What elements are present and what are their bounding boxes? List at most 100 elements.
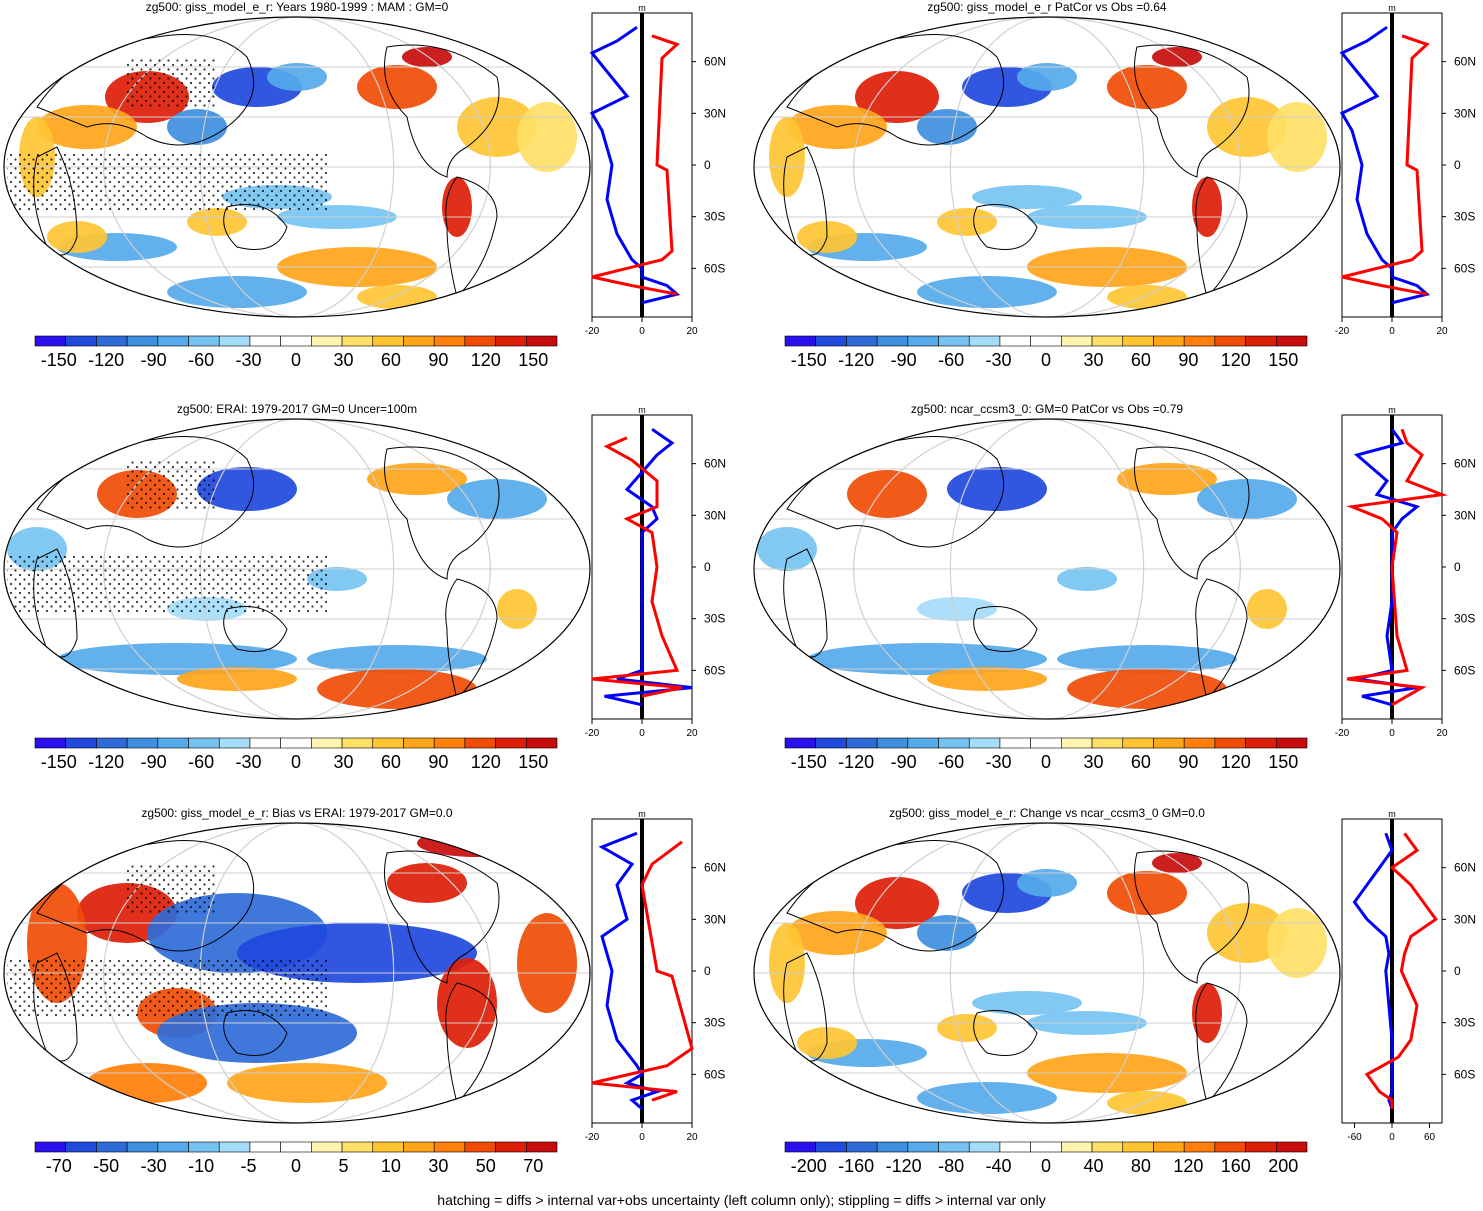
colorbar-segment (218, 335, 251, 347)
colorbar-segment (1061, 737, 1093, 749)
lat-tick-label: 30S (704, 210, 725, 224)
anomaly-region (317, 669, 477, 709)
colorbar-segment (1275, 335, 1308, 347)
colorbar-segment (96, 335, 128, 347)
x-tick-label: 60 (1424, 1132, 1436, 1143)
anomaly-region (1247, 589, 1287, 629)
colorbar-segment (1122, 737, 1154, 749)
colorbar-segment (1183, 335, 1216, 347)
x-tick-label: -20 (585, 326, 600, 337)
colorbar-segment (249, 1141, 281, 1153)
anomaly-region (757, 527, 817, 571)
anomaly-region (402, 47, 452, 67)
colorbar-tick-label: 60 (1131, 350, 1151, 370)
anomaly-region (1192, 983, 1222, 1043)
zonal-unit-label: m (1388, 809, 1396, 819)
coastline (384, 446, 500, 580)
colorbar-segment (1091, 1141, 1124, 1153)
panel-graphics: -150 -120 -90 -60 -30 0 30 60 90 120 150 m 60N 30N 0 30… (3, 3, 726, 370)
colorbar-segment (311, 1141, 343, 1153)
colorbar-segment (784, 335, 817, 347)
colorbar-segment (968, 1141, 1001, 1153)
colorbar-segment (1153, 737, 1185, 749)
map-field (754, 419, 1340, 719)
coastline (783, 952, 828, 1062)
colorbar-tick-label: 0 (1041, 350, 1051, 370)
colorbar-segment (968, 335, 1001, 347)
x-tick-label: -60 (1347, 1132, 1362, 1143)
colorbar-segment (1214, 1141, 1246, 1153)
lat-tick-label: 60S (1454, 261, 1475, 275)
colorbar-tick-label: -30 (141, 1156, 167, 1176)
colorbar-tick-label: -30 (236, 752, 262, 772)
colorbar-segment (157, 737, 189, 749)
colorbar-segment (311, 737, 343, 749)
colorbar-tick-label: -120 (88, 752, 124, 772)
colorbar-segment (495, 737, 527, 749)
colorbar-tick-label: -90 (891, 350, 917, 370)
anomaly-region (972, 991, 1082, 1015)
colorbar-segment (1275, 1141, 1308, 1153)
colorbar-tick-label: 60 (1131, 752, 1151, 772)
colorbar-segment (1030, 737, 1062, 749)
map-field (4, 17, 590, 317)
colorbar-tick-label: 200 (1268, 1156, 1298, 1176)
panel-title: zg500: ERAI: 1979-2017 GM=0 Uncer=100m (176, 402, 418, 416)
colorbar-tick-label: 10 (381, 1156, 401, 1176)
colorbar-tick-label: -50 (93, 1156, 119, 1176)
lat-tick-label: 60S (704, 663, 725, 677)
zonal-mean-plot: m 60N 30N 0 30S 60S -20 0 20 (585, 3, 726, 337)
anomaly-region (972, 185, 1082, 209)
colorbar-tick-label: -90 (141, 752, 167, 772)
colorbar-segment (999, 335, 1031, 347)
colorbar-tick-label: -120 (838, 350, 874, 370)
anomaly-region (1267, 102, 1327, 172)
zonal-diff-curve (1364, 832, 1438, 1109)
colorbar-tick-label: 120 (471, 752, 501, 772)
panel-title: zg500: ncar_ccsm3_0: GM=0 PatCor vs Obs … (910, 402, 1184, 416)
anomaly-region (357, 285, 437, 309)
lat-tick-label: 0 (704, 158, 711, 172)
lat-tick-label: 60S (704, 1067, 725, 1081)
lat-tick-label: 0 (1454, 158, 1461, 172)
zonal-unit-label: m (1388, 405, 1396, 415)
graticule-meridian (949, 823, 1145, 1123)
colorbar-tick-label: -40 (986, 1156, 1012, 1176)
colorbar-segment (1245, 1141, 1277, 1153)
lat-tick-label: 30N (704, 106, 726, 120)
anomaly-region (387, 863, 467, 903)
panel-graphics: -150 -120 -90 -60 -30 0 30 60 90 120 150 m 60N 30N 0 30… (3, 405, 726, 772)
colorbar-segment (495, 1141, 527, 1153)
colorbar-tick-label: -120 (886, 1156, 922, 1176)
colorbar-tick-label: 90 (1178, 752, 1198, 772)
colorbar-tick-label: 60 (381, 752, 401, 772)
anomaly-region (847, 470, 927, 518)
zonal-diff-curve (591, 436, 683, 698)
graticule-meridian (949, 17, 1145, 317)
anomaly-region (1267, 908, 1327, 978)
anomaly-region (367, 463, 467, 495)
x-tick-label: -20 (585, 1132, 600, 1143)
lat-tick-label: 60N (704, 861, 726, 875)
x-tick-label: 0 (1389, 326, 1395, 337)
colorbar-tick-label: -60 (188, 350, 214, 370)
colorbar-tick-label: -150 (41, 350, 77, 370)
anomaly-region (937, 208, 997, 236)
anomaly-region (1152, 47, 1202, 67)
colorbar-segment (372, 335, 404, 347)
x-tick-label: 0 (639, 728, 645, 739)
colorbar-segment (218, 1141, 251, 1153)
anomaly-region (517, 913, 577, 1013)
zonal-unit-label: m (638, 405, 646, 415)
coastline (384, 44, 500, 178)
anomaly-region (1017, 869, 1077, 897)
colorbar-tick-label: 120 (471, 350, 501, 370)
colorbar-segment (34, 737, 67, 749)
coastline (33, 146, 78, 256)
panel-title: zg500: giss_model_e_r: Bias vs ERAI: 197… (141, 806, 453, 820)
stippling-region (127, 57, 217, 107)
map-outline (753, 822, 1341, 1124)
stippling-region (127, 863, 217, 913)
colorbar-segment (1061, 335, 1093, 347)
colorbar-tick-label: 90 (428, 752, 448, 772)
